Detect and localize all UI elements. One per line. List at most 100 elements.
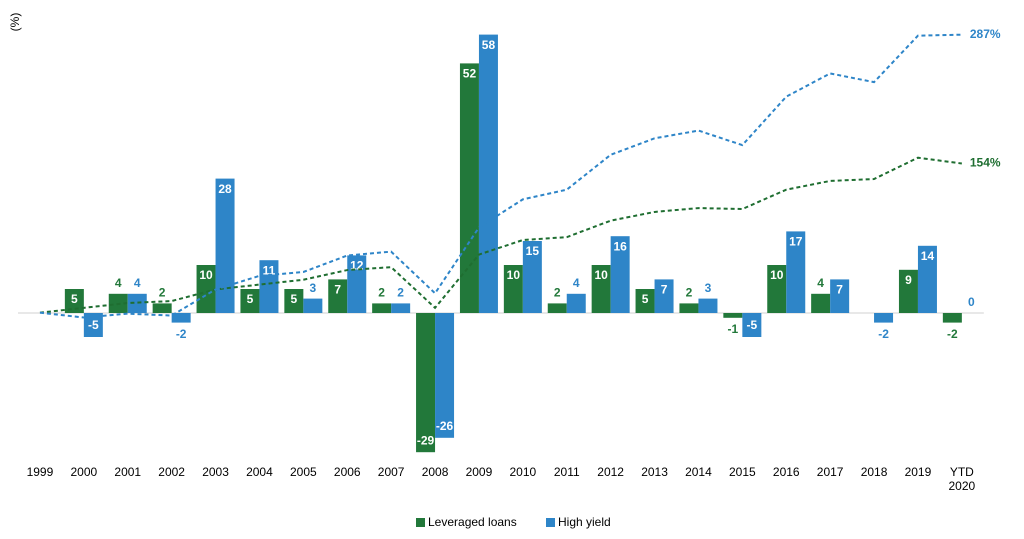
bar bbox=[942, 313, 962, 323]
x-tick-label: 2010 bbox=[509, 465, 537, 479]
bar bbox=[83, 313, 103, 337]
bar bbox=[635, 289, 655, 313]
x-tick-label: 2002 bbox=[158, 465, 185, 479]
x-tick-label: 2004 bbox=[246, 465, 273, 479]
data-label: -29 bbox=[417, 433, 435, 447]
bar bbox=[284, 289, 304, 313]
x-tick-label: 2017 bbox=[816, 465, 844, 479]
x-tick-label: 2018 bbox=[860, 465, 888, 479]
bar bbox=[152, 303, 172, 313]
data-label: 14 bbox=[921, 249, 935, 263]
bar bbox=[830, 279, 850, 313]
bar bbox=[767, 265, 787, 313]
data-label: 11 bbox=[263, 263, 276, 277]
data-label: 4 bbox=[573, 276, 580, 290]
x-tick-label: 2015 bbox=[728, 465, 756, 479]
cumulative-line bbox=[39, 33, 962, 319]
data-label: 9 bbox=[905, 273, 912, 287]
data-label: 5 bbox=[71, 292, 78, 306]
bar bbox=[917, 245, 937, 313]
data-label: 7 bbox=[836, 283, 843, 297]
data-label: 52 bbox=[463, 67, 477, 81]
x-tick-label: 2007 bbox=[377, 465, 405, 479]
legend-label: Leveraged loans bbox=[428, 515, 517, 529]
y-axis-label: (%) bbox=[8, 13, 22, 32]
data-label: 4 bbox=[134, 276, 141, 290]
legend-swatch bbox=[416, 517, 425, 527]
x-tick-label: 2006 bbox=[333, 465, 361, 479]
bar bbox=[196, 265, 216, 313]
x-tick-label: 2011 bbox=[553, 465, 580, 479]
bar bbox=[503, 265, 523, 313]
legend-label: High yield bbox=[558, 515, 611, 529]
x-tick-label: 2003 bbox=[202, 465, 229, 479]
data-label: 10 bbox=[199, 268, 213, 282]
bar bbox=[303, 298, 323, 313]
bar bbox=[723, 313, 743, 318]
data-label: 5 bbox=[642, 292, 649, 306]
data-label: 4 bbox=[817, 276, 824, 290]
data-label: -26 bbox=[436, 419, 454, 433]
bar bbox=[328, 279, 348, 313]
data-label: 2 bbox=[397, 286, 404, 300]
x-tick-label: 2013 bbox=[641, 465, 668, 479]
x-tick-label: 2014 bbox=[685, 465, 712, 479]
data-label: 16 bbox=[613, 239, 627, 253]
bar bbox=[547, 303, 567, 313]
x-tick-label: 2000 bbox=[70, 465, 98, 479]
bar bbox=[591, 265, 611, 313]
data-label: 10 bbox=[507, 268, 521, 282]
bar bbox=[898, 269, 918, 313]
data-label: -2 bbox=[176, 327, 187, 341]
x-tick-label: YTD 2020 bbox=[948, 465, 976, 493]
data-label: -5 bbox=[747, 318, 758, 332]
bar bbox=[874, 313, 894, 323]
x-tick-label: 2009 bbox=[465, 465, 493, 479]
data-label: 28 bbox=[218, 182, 232, 196]
bar bbox=[811, 293, 831, 313]
data-label: 58 bbox=[482, 38, 496, 52]
data-label: 5 bbox=[291, 292, 298, 306]
x-tick-label: 2012 bbox=[597, 465, 624, 479]
data-label: 2 bbox=[686, 286, 693, 300]
bar bbox=[64, 289, 84, 313]
bar bbox=[786, 231, 806, 313]
data-label: -5 bbox=[88, 318, 99, 332]
data-label: 7 bbox=[661, 283, 668, 297]
bar bbox=[171, 313, 191, 323]
bar bbox=[391, 303, 411, 313]
legend-item: Leveraged loans bbox=[416, 515, 517, 529]
legend-swatch bbox=[546, 517, 555, 527]
data-label: 0 bbox=[968, 295, 975, 309]
bar bbox=[522, 241, 542, 313]
line-end-label: 154% bbox=[970, 156, 1001, 170]
data-label: 10 bbox=[770, 268, 784, 282]
x-tick-label: 2019 bbox=[904, 465, 932, 479]
data-label: 3 bbox=[705, 281, 712, 295]
data-label: 2 bbox=[378, 286, 385, 300]
data-label: 5 bbox=[247, 292, 254, 306]
x-tick-label: 2008 bbox=[421, 465, 449, 479]
x-tick-label: 2016 bbox=[772, 465, 800, 479]
data-label: 15 bbox=[526, 244, 540, 258]
bar bbox=[654, 279, 674, 313]
x-tick-label: 1999 bbox=[26, 465, 54, 479]
bar bbox=[215, 178, 235, 313]
bar bbox=[698, 298, 718, 313]
data-label: -2 bbox=[878, 327, 889, 341]
data-label: -2 bbox=[947, 327, 958, 341]
data-label: 2 bbox=[159, 286, 166, 300]
bar bbox=[566, 293, 586, 313]
data-label: 2 bbox=[554, 286, 561, 300]
data-label: 7 bbox=[334, 283, 341, 297]
legend-item: High yield bbox=[546, 515, 611, 529]
data-label: 4 bbox=[115, 276, 122, 290]
bar bbox=[742, 313, 762, 337]
bar bbox=[259, 260, 279, 313]
x-tick-label: 2001 bbox=[114, 465, 142, 479]
data-label: 10 bbox=[594, 268, 608, 282]
data-label: 3 bbox=[310, 281, 317, 295]
cumulative-line bbox=[39, 156, 962, 314]
